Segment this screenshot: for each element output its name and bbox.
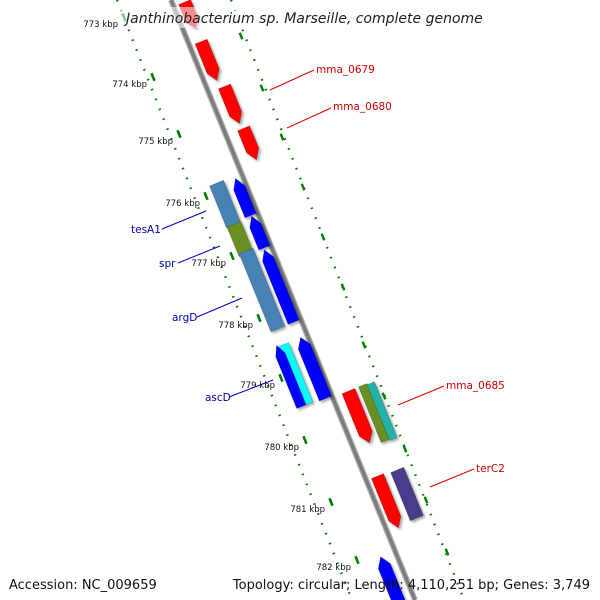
gene-feature-ascD-rev[interactable] xyxy=(297,336,332,402)
gene-feature-ascD[interactable] xyxy=(275,344,307,409)
gene-feature-argD[interactable] xyxy=(238,247,286,333)
dotted-tracks xyxy=(115,0,466,600)
accession-text: Accession: NC_009659 xyxy=(9,578,157,593)
tick-mark xyxy=(381,392,387,400)
gene-feature-spr-rev[interactable] xyxy=(249,215,271,251)
tick-mark xyxy=(402,445,408,453)
topology-text: Topology: circular; Length: 4,110,251 bp… xyxy=(232,578,590,593)
tick-label: 775 kbp xyxy=(138,137,173,147)
tick-mark xyxy=(238,32,244,40)
map-title: Janthinobacterium sp. Marseille, complet… xyxy=(123,11,483,27)
gene-feature-e[interactable] xyxy=(377,556,406,600)
gene-feature-c[interactable] xyxy=(341,388,373,444)
gene-label-mma_0679[interactable]: mma_0679 xyxy=(316,64,375,76)
leader-line-mma_0685 xyxy=(397,385,445,406)
leader-line-ascD xyxy=(228,379,274,398)
tick-label: 776 kbp xyxy=(165,199,200,209)
gene-feature-tesA1-rev[interactable] xyxy=(233,177,257,219)
leader-line-spr xyxy=(177,245,221,264)
tick-mark xyxy=(354,555,360,565)
tick-mark xyxy=(150,72,156,82)
gene-feature-d[interactable] xyxy=(371,473,402,529)
gene-feature-mma_0685[interactable] xyxy=(366,381,398,441)
gene-label-mma_0685[interactable]: mma_0685 xyxy=(446,380,505,392)
tick-mark xyxy=(259,84,265,92)
gene-features xyxy=(178,0,424,600)
leader-line-argD xyxy=(196,297,243,318)
gene-label-ascD[interactable]: ascD xyxy=(205,392,231,404)
tick-mark xyxy=(444,548,450,556)
tick-mark xyxy=(423,496,429,504)
tick-mark xyxy=(279,133,285,141)
tick-label: 782 kbp xyxy=(316,563,351,573)
dotted-track-inner xyxy=(115,0,354,600)
gene-feature-spr[interactable] xyxy=(226,221,254,257)
genome-backbone-core xyxy=(169,0,417,600)
tick-mark xyxy=(328,497,334,507)
tick-mark xyxy=(300,183,306,191)
tick-mark xyxy=(203,191,209,201)
tick-mark xyxy=(361,341,367,349)
gene-label-argD[interactable]: argD xyxy=(172,312,197,324)
gene-feature-tesA1[interactable] xyxy=(209,179,241,229)
tick-mark xyxy=(229,251,235,261)
gene-labels: mma_0679 mma_0680 tesA1 spr argD ascD mm… xyxy=(131,64,505,488)
leader-line-tesA1 xyxy=(161,210,207,230)
gene-feature-mma_0680[interactable] xyxy=(237,125,260,161)
title-backdrop xyxy=(118,7,488,28)
gene-feature-b[interactable] xyxy=(218,83,243,125)
tick-mark xyxy=(302,435,308,445)
tick-mark xyxy=(278,373,284,383)
tick-label: 778 kbp xyxy=(218,321,253,331)
tick-label: 773 kbp xyxy=(83,20,118,30)
gene-feature-terC2[interactable] xyxy=(390,466,424,522)
gene-label-tesA1[interactable]: tesA1 xyxy=(131,224,161,236)
gene-feature-argD-rev[interactable] xyxy=(262,249,300,325)
gene-label-terC2[interactable]: terC2 xyxy=(476,463,505,475)
tick-label: 780 kbp xyxy=(264,443,299,453)
gene-feature-mma_0679[interactable] xyxy=(194,38,220,82)
leader-line-mma_0679 xyxy=(269,69,315,91)
leader-line-mma_0680 xyxy=(286,107,332,129)
tick-mark xyxy=(320,233,326,241)
tick-label: 774 kbp xyxy=(112,80,147,90)
dotted-track-outer xyxy=(229,0,466,600)
tick-label: 777 kbp xyxy=(191,259,226,269)
tick-mark xyxy=(256,313,262,323)
tick-label: 781 kbp xyxy=(290,505,325,515)
gene-label-mma_0680[interactable]: mma_0680 xyxy=(333,101,392,113)
tick-mark xyxy=(176,129,182,139)
tick-mark xyxy=(340,283,346,291)
leader-line-terC2 xyxy=(429,468,475,488)
gene-label-spr[interactable]: spr xyxy=(159,258,176,270)
